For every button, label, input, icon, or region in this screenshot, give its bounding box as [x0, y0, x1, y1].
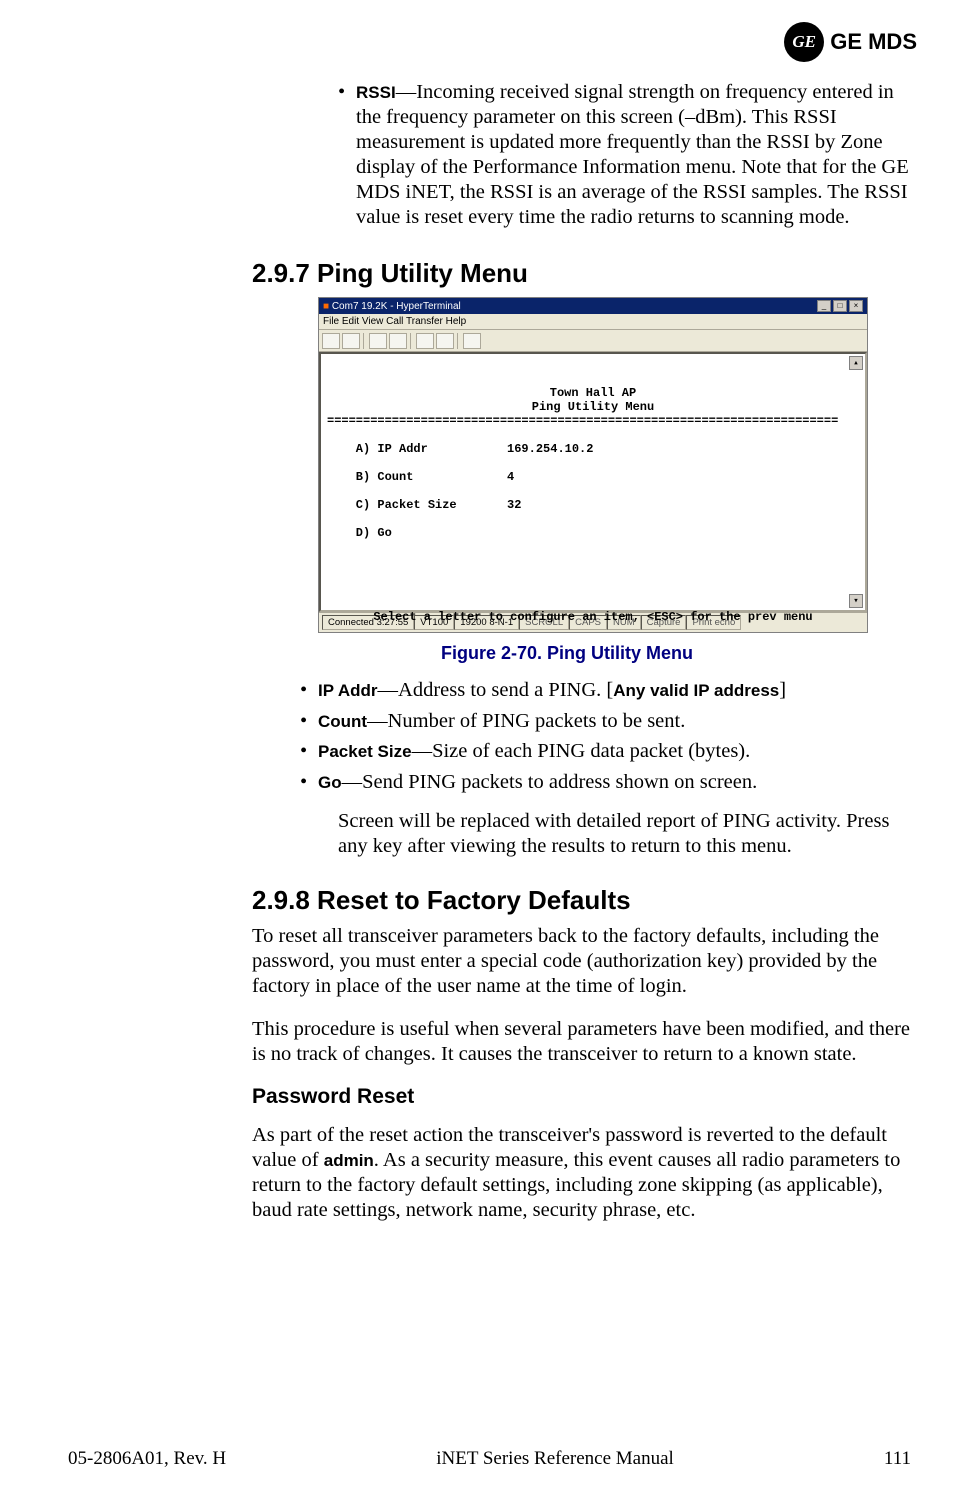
go-text: —Send PING packets to address shown on s…	[342, 771, 758, 793]
bullet-go: • Go—Send PING packets to address shown …	[300, 768, 911, 797]
terminal-menubar: File Edit View Call Transfer Help	[319, 314, 867, 330]
brand-logo: GE GE MDS	[784, 22, 917, 62]
terminal-screen: ▴ ▾ Town Hall APPing Utility Menu========…	[319, 352, 867, 612]
footer-left: 05-2806A01, Rev. H	[68, 1448, 226, 1470]
footer-center: iNET Series Reference Manual	[436, 1448, 674, 1470]
terminal-toolbar	[319, 330, 867, 352]
count-text: —Number of PING packets to be sent.	[367, 710, 685, 732]
toolbar-icon	[369, 333, 387, 349]
go-label: Go	[318, 773, 342, 792]
bullet-dot-icon: •	[300, 676, 318, 705]
bullet-count: • Count—Number of PING packets to be sen…	[300, 707, 911, 736]
toolbar-icon	[436, 333, 454, 349]
ip-addr-label: IP Addr	[318, 681, 378, 700]
terminal-footer-prompt: Select a letter to configure an item, <E…	[327, 610, 859, 624]
toolbar-icon	[389, 333, 407, 349]
bullet-dot-icon: •	[300, 737, 318, 766]
toolbar-icon	[416, 333, 434, 349]
bullet-ip-addr: • IP Addr—Address to send a PING. [Any v…	[300, 676, 911, 705]
section-297-heading: 2.9.7 Ping Utility Menu	[252, 258, 911, 289]
brand-name: GE MDS	[830, 29, 917, 55]
reset-paragraph-2: This procedure is useful when several pa…	[252, 1017, 911, 1067]
pwd-reset-admin: admin	[324, 1151, 374, 1170]
terminal-header1: Town Hall AP	[327, 386, 859, 400]
terminal-title-text: ■ Com7 19.2K - HyperTerminal	[323, 301, 461, 312]
terminal-row-a: A) IP Addr 169.254.10.2	[327, 442, 859, 456]
terminal-row-d: D) Go	[327, 526, 859, 540]
toolbar-icon	[322, 333, 340, 349]
ge-monogram-icon: GE	[784, 22, 824, 62]
packet-size-label: Packet Size	[318, 742, 412, 761]
toolbar-icon	[342, 333, 360, 349]
close-icon: ×	[849, 300, 863, 312]
ip-addr-bracket: Any valid IP address	[613, 681, 779, 700]
terminal-row-b: B) Count 4	[327, 470, 859, 484]
terminal-header2: Ping Utility Menu	[327, 400, 859, 414]
packet-size-text: —Size of each PING data packet (bytes).	[412, 740, 751, 762]
bullet-dot-icon: •	[338, 80, 356, 230]
after-go-paragraph: Screen will be replaced with detailed re…	[338, 809, 911, 859]
page-footer: 05-2806A01, Rev. H iNET Series Reference…	[68, 1448, 911, 1470]
bullet-packet-size: • Packet Size—Size of each PING data pac…	[300, 737, 911, 766]
password-reset-heading: Password Reset	[252, 1085, 911, 1109]
maximize-icon: □	[833, 300, 847, 312]
ip-addr-close: ]	[779, 679, 786, 701]
toolbar-icon	[463, 333, 481, 349]
terminal-titlebar: ■ Com7 19.2K - HyperTerminal _ □ ×	[319, 298, 867, 314]
hyperterminal-window: ■ Com7 19.2K - HyperTerminal _ □ × File …	[318, 297, 868, 633]
bullet-dot-icon: •	[300, 707, 318, 736]
password-reset-paragraph: As part of the reset action the transcei…	[252, 1123, 911, 1223]
terminal-divider: ========================================…	[327, 414, 859, 428]
scroll-up-icon: ▴	[849, 356, 863, 370]
footer-right: 111	[884, 1448, 911, 1470]
rssi-text: —Incoming received signal strength on fr…	[356, 81, 909, 228]
rssi-label: RSSI	[356, 83, 396, 102]
reset-paragraph-1: To reset all transceiver parameters back…	[252, 924, 911, 999]
count-label: Count	[318, 712, 367, 731]
scroll-down-icon: ▾	[849, 594, 863, 608]
rssi-bullet: • RSSI—Incoming received signal strength…	[338, 80, 911, 230]
section-298-heading: 2.9.8 Reset to Factory Defaults	[252, 885, 911, 916]
ip-addr-text: —Address to send a PING. [	[378, 679, 614, 701]
terminal-row-c: C) Packet Size 32	[327, 498, 859, 512]
bullet-dot-icon: •	[300, 768, 318, 797]
minimize-icon: _	[817, 300, 831, 312]
